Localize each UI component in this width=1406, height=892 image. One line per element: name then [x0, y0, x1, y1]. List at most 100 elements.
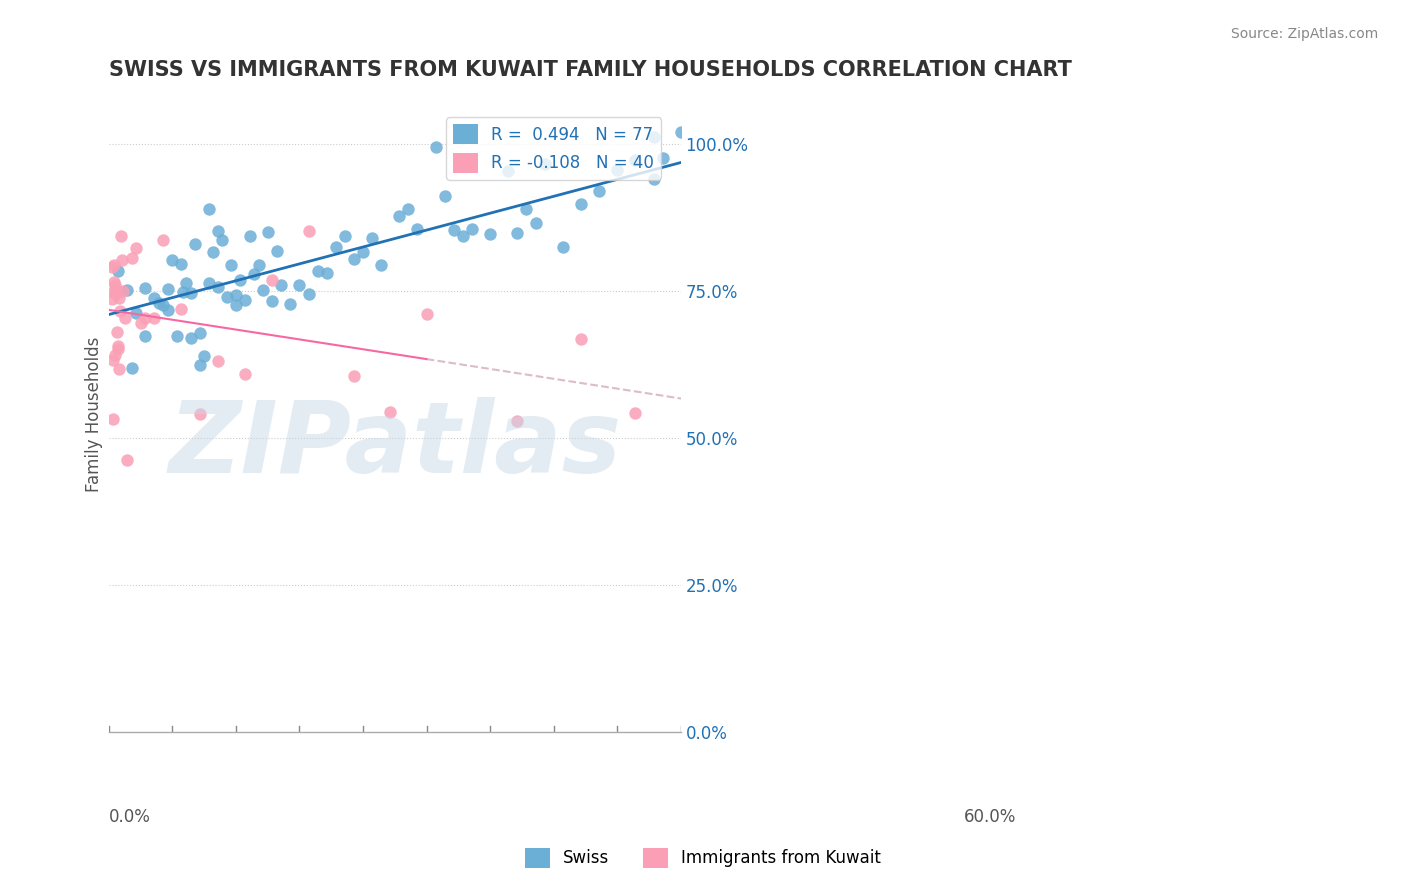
Point [103, 412, 125, 426]
Point [651, 151, 673, 165]
Point [461, 222, 484, 236]
Point [515, 202, 537, 217]
Point [297, 224, 319, 238]
Point [129, 316, 152, 330]
Point [172, 285, 194, 299]
Point [229, 272, 252, 286]
Point [143, 310, 166, 325]
Point [134, 328, 156, 343]
Legend: R =  0.494   N = 77, R = -0.108   N = 40: R = 0.494 N = 77, R = -0.108 N = 40 [447, 118, 661, 180]
Y-axis label: Family Households: Family Households [86, 336, 103, 491]
Point [256, 226, 278, 240]
Point [247, 258, 270, 272]
Point [361, 231, 384, 245]
Point [148, 295, 170, 310]
Point [333, 228, 356, 243]
Point [380, 404, 402, 418]
Point [388, 209, 411, 223]
Point [104, 278, 127, 293]
Point [152, 298, 174, 312]
Point [110, 228, 132, 243]
Point [343, 369, 366, 384]
Point [280, 297, 302, 311]
Point [166, 328, 188, 343]
Point [325, 240, 347, 254]
Point [112, 284, 135, 298]
Point [370, 258, 392, 272]
Point [498, 164, 520, 178]
Point [315, 266, 337, 280]
Point [207, 280, 229, 294]
Point [134, 310, 156, 325]
Point [406, 222, 429, 236]
Point [170, 302, 193, 317]
Point [225, 288, 247, 302]
Point [101, 293, 124, 307]
Point [352, 244, 374, 259]
Point [221, 258, 243, 272]
Point [105, 283, 128, 297]
Point [121, 251, 143, 265]
Point [238, 228, 260, 243]
Point [202, 244, 225, 259]
Point [506, 227, 529, 241]
Point [443, 223, 465, 237]
Point [211, 233, 233, 247]
Point [624, 153, 647, 168]
Text: 60.0%: 60.0% [965, 808, 1017, 826]
Point [551, 239, 574, 253]
Point [451, 229, 474, 244]
Point [121, 361, 143, 376]
Point [288, 278, 311, 293]
Point [197, 277, 219, 291]
Point [105, 286, 128, 301]
Point [184, 237, 207, 252]
Text: Source: ZipAtlas.com: Source: ZipAtlas.com [1230, 27, 1378, 41]
Text: SWISS VS IMMIGRANTS FROM KUWAIT FAMILY HOUSEHOLDS CORRELATION CHART: SWISS VS IMMIGRANTS FROM KUWAIT FAMILY H… [108, 60, 1071, 79]
Point [262, 273, 284, 287]
Point [114, 310, 136, 325]
Point [156, 303, 179, 318]
Point [125, 306, 148, 320]
Point [225, 298, 247, 312]
Point [215, 291, 238, 305]
Point [197, 202, 219, 216]
Point [125, 241, 148, 255]
Point [100, 260, 122, 274]
Point [425, 139, 447, 153]
Point [103, 352, 125, 367]
Point [180, 286, 202, 301]
Point [107, 263, 129, 277]
Point [170, 257, 193, 271]
Point [252, 283, 274, 297]
Point [103, 276, 125, 290]
Point [152, 233, 174, 247]
Point [105, 326, 128, 340]
Point [233, 293, 256, 307]
Point [262, 294, 284, 309]
Point [297, 287, 319, 301]
Point [108, 304, 131, 318]
Point [233, 367, 256, 381]
Point [433, 189, 456, 203]
Point [243, 267, 266, 281]
Point [270, 278, 292, 293]
Point [103, 285, 125, 299]
Point [174, 277, 197, 291]
Point [107, 342, 129, 356]
Point [104, 348, 127, 362]
Point [193, 349, 215, 363]
Point [156, 282, 179, 296]
Point [103, 258, 125, 272]
Point [396, 202, 419, 216]
Point [606, 163, 628, 178]
Point [688, 205, 710, 219]
Point [115, 283, 138, 297]
Point [207, 353, 229, 368]
Point [569, 332, 592, 346]
Point [415, 307, 437, 321]
Point [506, 414, 529, 428]
Point [108, 362, 131, 376]
Point [207, 224, 229, 238]
Point [343, 252, 366, 266]
